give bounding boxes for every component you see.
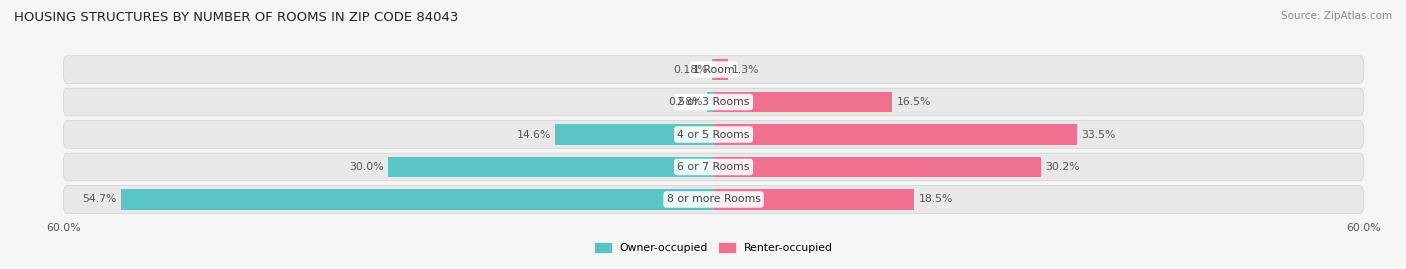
- Bar: [707, 92, 713, 112]
- Bar: [713, 59, 728, 80]
- Text: 6 or 7 Rooms: 6 or 7 Rooms: [678, 162, 749, 172]
- Legend: Owner-occupied, Renter-occupied: Owner-occupied, Renter-occupied: [595, 243, 832, 253]
- Bar: [555, 125, 713, 144]
- Text: 14.6%: 14.6%: [516, 129, 551, 140]
- Text: 0.18%: 0.18%: [672, 65, 707, 75]
- Text: Source: ZipAtlas.com: Source: ZipAtlas.com: [1281, 11, 1392, 21]
- Text: 33.5%: 33.5%: [1081, 129, 1115, 140]
- FancyBboxPatch shape: [63, 121, 1364, 148]
- Text: 18.5%: 18.5%: [918, 194, 953, 204]
- FancyBboxPatch shape: [63, 56, 1364, 83]
- Text: 30.0%: 30.0%: [350, 162, 384, 172]
- Text: 4 or 5 Rooms: 4 or 5 Rooms: [678, 129, 749, 140]
- Text: 0.58%: 0.58%: [668, 97, 703, 107]
- Bar: [388, 157, 713, 177]
- Bar: [713, 157, 1040, 177]
- Text: 2 or 3 Rooms: 2 or 3 Rooms: [678, 97, 749, 107]
- Text: 1 Room: 1 Room: [693, 65, 734, 75]
- Bar: [713, 189, 914, 210]
- Text: 54.7%: 54.7%: [82, 194, 117, 204]
- FancyBboxPatch shape: [63, 186, 1364, 213]
- Bar: [711, 59, 713, 80]
- FancyBboxPatch shape: [63, 153, 1364, 181]
- Bar: [713, 125, 1077, 144]
- Text: 16.5%: 16.5%: [897, 97, 931, 107]
- Bar: [713, 92, 893, 112]
- Text: HOUSING STRUCTURES BY NUMBER OF ROOMS IN ZIP CODE 84043: HOUSING STRUCTURES BY NUMBER OF ROOMS IN…: [14, 11, 458, 24]
- Bar: [121, 189, 713, 210]
- Text: 8 or more Rooms: 8 or more Rooms: [666, 194, 761, 204]
- FancyBboxPatch shape: [63, 88, 1364, 116]
- Text: 1.3%: 1.3%: [733, 65, 759, 75]
- Text: 30.2%: 30.2%: [1045, 162, 1080, 172]
